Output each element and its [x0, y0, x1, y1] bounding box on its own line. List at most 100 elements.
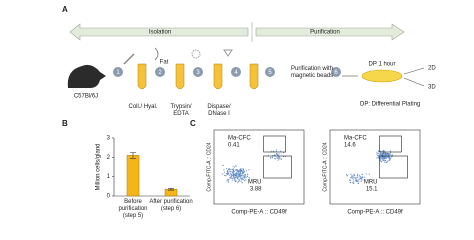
event-dot	[233, 179, 235, 181]
event-dot	[242, 176, 244, 178]
event-dot	[379, 153, 381, 155]
event-dot	[284, 156, 287, 158]
event-dot	[231, 170, 233, 173]
event-dot	[382, 156, 384, 158]
event-dot	[229, 169, 231, 171]
event-dot	[356, 174, 359, 176]
event-dot	[229, 172, 231, 175]
event-dot	[279, 150, 282, 152]
event-dot	[384, 152, 387, 154]
event-dot	[280, 158, 283, 160]
event-dot	[378, 155, 380, 157]
event-dot	[361, 179, 363, 181]
figure: A Isolation Purification C57Bl/6J Fat 1 2…	[62, 5, 436, 219]
error-bar	[130, 152, 136, 159]
event-dot	[283, 152, 285, 154]
event-dot	[242, 175, 244, 177]
event-dot	[227, 178, 229, 180]
event-dot	[237, 178, 239, 180]
event-dot	[380, 152, 382, 154]
event-dot	[391, 154, 393, 156]
event-dot	[346, 174, 348, 177]
event-dot	[274, 158, 276, 160]
event-dot	[227, 181, 229, 184]
event-dot	[387, 156, 389, 159]
gate-name: MRU	[248, 180, 262, 186]
reagent-label: Coll./ Hyal.	[128, 104, 158, 110]
flow-arrow	[403, 67, 425, 75]
step-badge	[331, 67, 341, 77]
event-dot	[276, 157, 278, 159]
event-dot	[382, 158, 384, 160]
event-dot	[230, 177, 232, 180]
event-dot	[230, 173, 233, 176]
event-dot	[386, 154, 388, 156]
event-dot	[244, 180, 246, 182]
error-bar	[168, 187, 174, 191]
event-dot	[242, 173, 244, 175]
event-dot	[351, 176, 353, 178]
panel-label: B	[62, 119, 68, 128]
event-dot	[384, 160, 386, 162]
event-dot	[359, 176, 361, 178]
event-dot	[355, 178, 357, 180]
event-dot	[245, 179, 247, 181]
purification-label: Purification with magnetic beads	[290, 66, 334, 79]
event-dot	[377, 156, 379, 158]
event-dot	[353, 177, 355, 179]
event-dot	[228, 179, 230, 181]
event-dot	[383, 161, 385, 163]
event-dot	[350, 176, 352, 179]
event-dot	[349, 181, 351, 184]
event-dot	[227, 168, 230, 170]
y-tick-label: 0	[107, 194, 111, 200]
event-dot	[239, 171, 242, 174]
event-dot	[242, 167, 244, 170]
event-dot	[236, 172, 238, 174]
legend-text: DP: Differential Plating	[360, 102, 420, 108]
event-dot	[243, 175, 246, 178]
event-dot	[234, 178, 236, 180]
event-dot	[390, 157, 392, 160]
step-badge	[155, 67, 165, 77]
event-dot	[236, 176, 238, 178]
event-dot	[357, 177, 359, 179]
mouse-icon	[67, 64, 106, 88]
event-dot	[352, 180, 355, 182]
event-dot	[379, 159, 381, 161]
event-dot	[389, 153, 391, 155]
event-dot	[275, 149, 278, 151]
event-dot	[384, 150, 386, 152]
gate	[379, 155, 408, 179]
event-dot	[222, 164, 224, 167]
event-dot	[365, 173, 367, 175]
event-dot	[232, 171, 234, 173]
event-dot	[240, 180, 242, 182]
x-tick-label: Before purification (step 5)	[118, 199, 148, 219]
event-dot	[242, 170, 244, 172]
y-tick-label: 3	[107, 136, 111, 142]
event-dot	[237, 176, 239, 178]
event-dot	[248, 169, 250, 171]
event-dot	[275, 150, 277, 152]
event-dot	[357, 182, 359, 185]
event-dot	[230, 175, 232, 177]
tube	[213, 63, 223, 90]
tissue-icon	[154, 47, 159, 61]
x-axis-label: Comp-PE-A :: CD49f	[231, 210, 287, 216]
event-dot	[233, 172, 235, 174]
y-axis-label: Comp-FITC-A :: CD24	[206, 142, 212, 191]
event-dot	[237, 173, 239, 176]
event-dot	[240, 175, 242, 177]
event-dot	[377, 157, 379, 159]
event-dot	[381, 150, 383, 152]
event-dot	[385, 157, 387, 160]
reagent-label: Dispase/ DNase I	[207, 104, 231, 117]
event-dot	[221, 173, 224, 175]
tube	[249, 63, 259, 90]
event-dot	[277, 157, 280, 159]
gate-name: MRU	[364, 180, 378, 186]
event-dot	[388, 152, 390, 155]
bar	[126, 155, 140, 197]
event-dot	[383, 158, 385, 160]
